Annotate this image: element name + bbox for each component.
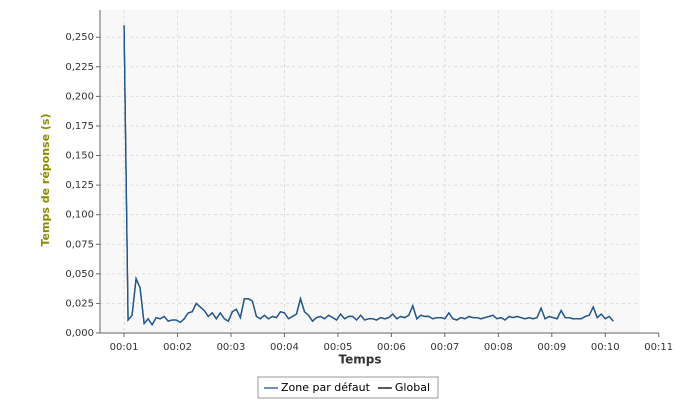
x-tick-label: 00:06 <box>377 342 406 353</box>
y-tick-label: 0,050 <box>65 269 94 280</box>
legend-label: Zone par défaut <box>281 381 371 394</box>
x-tick-label: 00:09 <box>537 342 566 353</box>
plot-area <box>100 10 640 333</box>
legend-label: Global <box>395 381 430 394</box>
y-tick-label: 0,125 <box>65 180 94 191</box>
y-tick-label: 0,250 <box>65 32 94 43</box>
x-axis-label: Temps <box>339 353 382 367</box>
y-tick-label: 0,100 <box>65 210 94 221</box>
x-tick-label: 00:10 <box>591 342 620 353</box>
y-axis-label: Temps de réponse (s) <box>39 114 52 247</box>
x-tick-label: 00:11 <box>644 342 673 353</box>
y-tick-label: 0,200 <box>65 91 94 102</box>
x-tick-label: 00:02 <box>163 342 192 353</box>
y-tick-label: 0,150 <box>65 151 94 162</box>
x-tick-label: 00:03 <box>217 342 246 353</box>
legend-box <box>257 376 439 399</box>
x-tick-label: 00:07 <box>430 342 459 353</box>
series-line <box>123 25 614 326</box>
y-tick-label: 0,225 <box>65 62 94 73</box>
y-tick-label: 0,175 <box>65 121 94 132</box>
y-tick-label: 0,000 <box>65 328 94 339</box>
x-tick-label: 00:04 <box>270 342 299 353</box>
y-tick-label: 0,075 <box>65 239 94 250</box>
y-tick-label: 0,025 <box>65 298 94 309</box>
x-tick-label: 00:05 <box>324 342 353 353</box>
x-tick-label: 00:08 <box>484 342 513 353</box>
x-tick-label: 00:01 <box>110 342 139 353</box>
